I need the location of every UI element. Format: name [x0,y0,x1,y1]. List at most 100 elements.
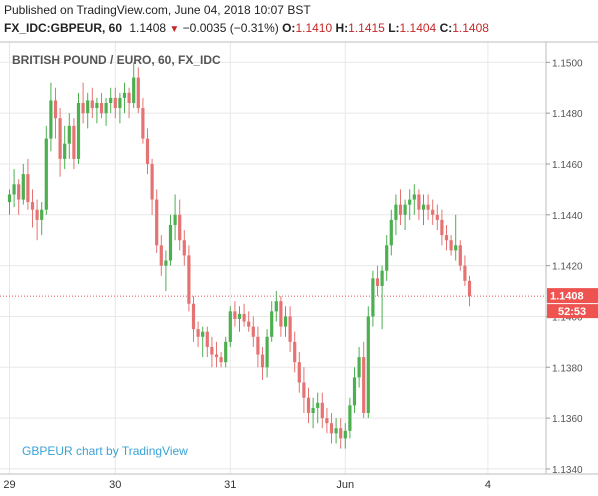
candle-body [132,77,136,103]
close-label: C: [439,21,453,35]
candle [311,397,315,429]
candle [26,158,30,210]
time-tick-label: Jun [336,479,354,491]
candle [242,303,246,327]
candle-body [339,428,343,439]
candle [408,189,412,220]
candle [325,407,329,434]
candle [53,87,58,139]
candle [67,113,71,159]
time-tick-label: 4 [485,479,491,491]
candle-body [122,92,127,98]
candle [127,87,131,119]
candle [201,326,205,358]
candle [440,209,444,246]
candle [362,341,366,419]
candle [247,311,251,332]
candle [274,291,278,322]
candle-body [458,245,462,266]
candle [375,265,380,297]
candle [329,413,334,444]
candle [421,194,426,225]
candle [444,224,449,251]
candle-body [49,100,53,139]
candle-body [76,102,81,159]
time-tick-label: 30 [109,479,121,491]
candle-body [334,428,338,434]
candle-body [444,235,449,241]
candle [219,352,223,368]
price-tick-label: 1.1440 [552,211,583,222]
candle-body [440,219,444,236]
candle [136,67,140,114]
candle [334,418,338,444]
candle-body [394,204,398,220]
symbol-label: FX_IDC:GBPEUR, 60 [4,21,123,35]
candle-body [325,418,329,424]
candle [150,158,154,215]
candle [118,92,122,124]
candle [7,189,12,215]
candle-body [385,245,389,271]
time-axis[interactable]: 29 30 31 Jun 4 [3,479,491,491]
candle-body [454,245,458,251]
price-tick-label: 1.1460 [552,160,583,171]
candle [279,296,283,337]
candle-body [426,204,430,210]
candle [141,97,145,144]
candle-body [17,184,21,200]
candle [435,204,439,231]
candle-body [357,357,361,378]
candle-body [35,209,39,220]
candle [463,255,467,286]
candle-body [164,260,168,266]
chart-credit: GBPEUR chart by TradingView [22,444,188,458]
candle-body [113,97,117,109]
candle-body [256,336,260,355]
last-price-tag-bg [547,288,598,304]
candle-body [201,331,205,337]
price-axis[interactable]: 1.15001.14801.14601.14401.14201.14001.13… [546,58,583,476]
candle [366,306,370,419]
high-value: 1.1415 [348,21,385,35]
price-tick-label: 1.1360 [552,414,583,425]
candle-body [228,311,232,342]
candle-body [293,341,297,363]
candle [237,306,242,332]
candle-body [95,102,99,109]
candle-body [348,405,352,431]
candle-body [205,331,209,347]
candle-body [449,240,453,251]
candle [265,329,269,378]
last-price: 1.1408 [129,21,167,35]
candle-body [362,357,366,414]
candle-body [463,265,467,281]
candle [306,387,311,424]
candle [132,62,136,109]
candle-body [30,202,35,210]
candle-body [251,326,255,337]
candle [155,189,159,253]
candle-body [210,346,214,355]
candle [122,82,127,114]
candle-body [311,407,315,414]
candle-body [118,97,122,109]
price-tick-label: 1.1420 [552,262,583,273]
candle-body [343,430,347,439]
price-change: −0.0035 (−0.31%) [182,21,279,35]
candle-body [81,102,85,114]
down-arrow-icon: ▼ [169,24,180,35]
candle [95,97,99,124]
candle [403,199,407,231]
candle-body [109,97,113,103]
candle-body [90,100,94,109]
candle [394,194,398,236]
candle [398,189,403,225]
candle [159,235,163,276]
candle [44,125,48,215]
candle-body [196,329,200,337]
low-value: 1.1404 [399,21,437,35]
candle-body [320,402,324,419]
candle [224,336,228,368]
